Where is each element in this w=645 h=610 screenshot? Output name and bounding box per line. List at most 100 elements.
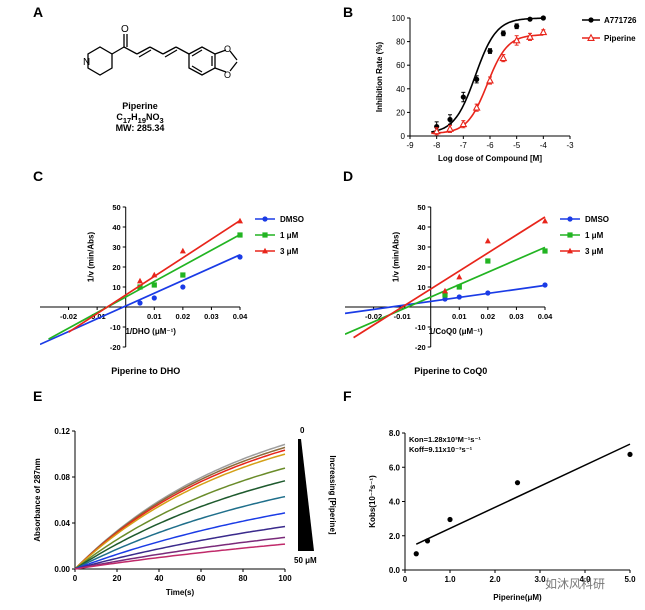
x-axis-label: 1/DHO (μM⁻¹) <box>125 327 176 336</box>
x-axis-label: Time(s) <box>166 588 195 597</box>
y-tick-label: 0.0 <box>389 566 401 575</box>
data-point-A771726 <box>500 30 506 36</box>
data-point-DMSO <box>485 290 491 296</box>
x-axis-label: 1/CoQ0 (μM⁻¹) <box>429 327 483 336</box>
molecule-formula: C17H19NO3 <box>116 112 164 125</box>
x-axis-label: Piperine(μM) <box>493 593 542 602</box>
trace-c7 <box>74 495 286 570</box>
data-point-DMSO <box>151 295 157 301</box>
x-tick-label: -0.02 <box>60 312 77 321</box>
y-tick-label: 0.08 <box>54 473 70 482</box>
y-tick-label: 40 <box>112 223 120 232</box>
x-tick-label: 0.04 <box>538 312 553 321</box>
data-point-Piperine <box>512 36 521 44</box>
legend-marker <box>262 232 268 238</box>
y-axis-label: 1/v (min/Abs) <box>87 232 96 283</box>
data-point-Piperine <box>459 119 468 128</box>
data-point-3 μM <box>179 247 186 254</box>
data-point-Piperine <box>486 76 494 84</box>
x-tick-label: 60 <box>197 574 206 583</box>
data-point-DMSO <box>456 294 462 300</box>
legend-label: Piperine <box>604 34 636 43</box>
y-tick-label: 0 <box>401 132 406 141</box>
wedge-side-label: Increasing [Piperine] <box>328 455 337 534</box>
wedge-top-label: 0 <box>300 426 305 435</box>
y-tick-label: -10 <box>110 323 121 332</box>
panel-letter-e: E <box>33 388 43 404</box>
data-point-1 μM <box>442 292 448 298</box>
x-tick-label: 0 <box>73 574 78 583</box>
wedge-bottom-label: 50 μM <box>294 556 317 565</box>
y-tick-label: 20 <box>396 108 405 117</box>
data-point-Piperine <box>472 103 481 111</box>
legend-marker <box>567 216 573 222</box>
data-point-A771726 <box>474 76 480 82</box>
y-tick-label: 0.00 <box>54 565 70 574</box>
y-tick-label: 10 <box>112 283 120 292</box>
data-point <box>413 551 419 557</box>
data-point-1 μM <box>485 258 491 264</box>
chart-b: 0 20 40 60 80 100 -9 -8 -7 -6 -5 -4 -3 Log dose of Co… <box>375 14 637 163</box>
legend-label: 1 μM <box>280 231 299 240</box>
data-point <box>514 480 521 486</box>
y-tick-label: 20 <box>417 263 425 272</box>
molecule-name: Piperine <box>122 101 158 111</box>
data-point-DMSO <box>137 300 143 306</box>
legend-label: 1 μM <box>585 231 604 240</box>
x-tick-label: 0.01 <box>452 312 467 321</box>
data-point-A771726 <box>514 23 520 29</box>
data-point-A771726 <box>540 15 546 21</box>
data-point-3 μM <box>442 287 448 294</box>
trace-c11 <box>74 543 286 570</box>
x-tick-label: 0.04 <box>233 312 248 321</box>
data-point-1 μM <box>456 284 462 290</box>
nitrogen-atom: N <box>83 57 90 68</box>
x-tick-label: -6 <box>486 141 494 150</box>
x-tick-label: 5.0 <box>624 575 636 584</box>
y-tick-label: -20 <box>415 343 426 352</box>
data-point-DMSO <box>442 296 448 302</box>
legend-marker <box>567 232 573 238</box>
x-tick-label: -0.01 <box>89 312 106 321</box>
legend-label: A771726 <box>604 16 637 25</box>
x-tick-label: -8 <box>433 141 441 150</box>
y-tick-label: 8.0 <box>389 429 401 438</box>
y-axis-label: Kobs(10⁻²s⁻¹) <box>368 475 377 528</box>
x-tick-label: 0.02 <box>176 312 191 321</box>
data-point-1 μM <box>151 282 157 288</box>
y-tick-label: 2.0 <box>389 532 401 541</box>
data-point-Piperine <box>432 126 441 135</box>
fit-line-3 μM <box>353 216 546 339</box>
data-point-1 μM <box>180 272 186 278</box>
fit-line-1 μM <box>48 233 241 340</box>
y-axis-label: 1/v (min/Abs) <box>392 232 401 283</box>
data-point-3 μM <box>237 217 243 224</box>
x-tick-label: -5 <box>513 141 521 150</box>
data-point-Piperine <box>499 53 508 62</box>
data-point-Piperine <box>539 27 548 36</box>
x-tick-label: 3.0 <box>534 575 546 584</box>
data-point-A771726 <box>527 16 533 22</box>
data-point-1 μM <box>137 284 143 290</box>
x-tick-label: 4.0 <box>579 575 591 584</box>
chart-d: -20 -10 10 20 30 40 50 -0.02 -0.01 0.01 0.02 0.03 0.… <box>345 203 609 376</box>
chart-e: 0.00 0.04 0.08 0.12 0 20 40 60 80 100 Time(s) Absor… <box>33 426 337 597</box>
data-point-3 μM <box>484 237 491 244</box>
data-point-DMSO <box>237 254 243 260</box>
piperine-structure: N O O O <box>83 24 238 80</box>
oxygen-atom: O <box>224 70 231 80</box>
y-tick-label: -10 <box>415 323 426 332</box>
y-tick-label: 60 <box>396 61 405 70</box>
data-point-Piperine <box>446 124 454 132</box>
x-tick-label: -0.01 <box>394 312 411 321</box>
trace-c9 <box>74 525 286 570</box>
panel-letter-d: D <box>343 168 354 184</box>
x-tick-label: 0.01 <box>147 312 162 321</box>
watermark: 如沐风科研 <box>545 577 606 591</box>
y-axis-label: Absorbance of 287nm <box>33 458 42 542</box>
y-tick-label: 20 <box>112 263 120 272</box>
data-point-DMSO <box>542 282 548 288</box>
panel-letter-c: C <box>33 168 44 184</box>
x-tick-label: -0.02 <box>365 312 382 321</box>
x-tick-label: 0.03 <box>509 312 524 321</box>
